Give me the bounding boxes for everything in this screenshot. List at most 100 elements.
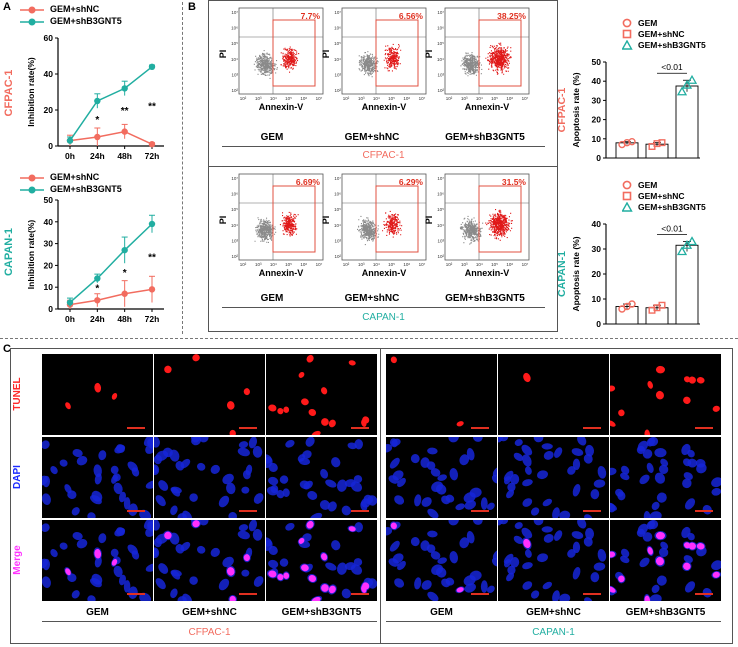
y-tick-label: 30 bbox=[592, 244, 602, 254]
group-label: GEM+shNC bbox=[344, 293, 400, 304]
cell-nuclei bbox=[266, 437, 377, 518]
tunel-positive-nucleus bbox=[644, 429, 651, 435]
significance-mark: ** bbox=[121, 106, 129, 117]
x-tick-label: 72h bbox=[145, 314, 160, 324]
legend-label: GEM bbox=[638, 180, 658, 190]
cell-nuclei bbox=[268, 354, 370, 435]
nucleus bbox=[441, 578, 451, 588]
y-tick-label: 10⁵ bbox=[231, 207, 238, 212]
y-tick-label: 10⁶ bbox=[437, 192, 444, 197]
nucleus bbox=[198, 437, 209, 443]
nucleus bbox=[222, 473, 234, 485]
gate-percent: 7.7% bbox=[301, 11, 321, 21]
tunel-positive-nucleus bbox=[283, 406, 290, 413]
nucleus bbox=[238, 441, 249, 449]
scale-bar bbox=[127, 593, 145, 595]
nucleus bbox=[577, 520, 587, 529]
cell-cluster-live bbox=[254, 217, 277, 243]
nucleus bbox=[472, 437, 483, 442]
tunel-positive-nucleus bbox=[268, 404, 277, 412]
annexin-axis-label: Annexin-V bbox=[362, 102, 407, 112]
tunel-positive-nucleus bbox=[610, 586, 616, 593]
cell-nuclei bbox=[386, 437, 497, 518]
y-tick-label: 10⁷ bbox=[231, 176, 238, 181]
y-tick-label: 40 bbox=[592, 76, 602, 86]
y-axis-label: Inhibition rate(%) bbox=[26, 220, 36, 290]
y-tick-label: 10² bbox=[437, 254, 444, 259]
nucleus bbox=[279, 558, 289, 567]
nucleus bbox=[420, 540, 430, 551]
nucleus bbox=[711, 477, 721, 488]
nucleus bbox=[410, 454, 420, 464]
nucleus bbox=[76, 456, 88, 466]
y-tick-label: 10³ bbox=[334, 238, 341, 243]
nucleus bbox=[492, 466, 497, 477]
micrograph-tunel bbox=[498, 354, 609, 435]
nucleus bbox=[464, 583, 476, 593]
nucleus bbox=[421, 580, 432, 590]
gate-box bbox=[478, 19, 522, 87]
nucleus bbox=[350, 564, 363, 575]
y-tick-label: 10⁶ bbox=[231, 26, 238, 31]
tunel-positive-nucleus bbox=[306, 520, 314, 529]
nucleus bbox=[427, 508, 439, 518]
nucleus bbox=[696, 463, 707, 474]
x-tick-label: 10⁶ bbox=[506, 96, 513, 101]
tunel-positive-nucleus bbox=[321, 584, 329, 592]
y-tick-label: 10⁷ bbox=[231, 10, 238, 15]
nucleus bbox=[123, 497, 131, 510]
y-axis-label: Apoptosis rate (%) bbox=[571, 236, 581, 311]
cell-line-label: CAPAN-1 bbox=[362, 312, 405, 323]
bar bbox=[675, 244, 699, 325]
nucleus bbox=[91, 573, 103, 585]
nucleus bbox=[648, 520, 659, 530]
nucleus bbox=[180, 458, 191, 469]
nucleus bbox=[158, 480, 169, 491]
cell-nuclei bbox=[42, 437, 153, 518]
tunel-positive-nucleus bbox=[456, 421, 464, 427]
nucleus bbox=[610, 467, 617, 476]
nucleus bbox=[642, 532, 653, 542]
scale-bar bbox=[695, 427, 713, 429]
tunel-positive-nucleus bbox=[320, 553, 328, 561]
gate-box bbox=[375, 185, 419, 253]
nucleus bbox=[702, 504, 712, 515]
nucleus bbox=[448, 437, 459, 443]
tunel-positive-nucleus bbox=[618, 575, 625, 583]
x-tick-label: 10⁵ bbox=[491, 262, 498, 267]
group-label: GEM bbox=[260, 132, 284, 143]
y-tick-label: 30 bbox=[44, 239, 54, 249]
series-line bbox=[69, 130, 153, 145]
nucleus bbox=[50, 466, 58, 475]
group-underline bbox=[42, 621, 377, 622]
tunel-positive-nucleus bbox=[243, 554, 250, 562]
data-point bbox=[681, 79, 693, 89]
legend-item-shb3gnt5: GEM+shB3GNT5 bbox=[20, 184, 122, 196]
gate-box bbox=[272, 19, 316, 87]
nucleus bbox=[279, 475, 289, 484]
nucleus bbox=[567, 466, 576, 475]
nucleus bbox=[386, 443, 393, 453]
tunel-positive-nucleus bbox=[321, 418, 329, 426]
nucleus bbox=[397, 560, 406, 571]
nucleus bbox=[597, 548, 607, 562]
nucleus bbox=[536, 553, 549, 563]
data-point bbox=[658, 301, 666, 309]
nucleus bbox=[553, 530, 563, 541]
cell-nuclei bbox=[154, 520, 264, 601]
nucleus bbox=[559, 510, 571, 518]
data-point bbox=[121, 290, 128, 297]
y-tick-label: 10⁵ bbox=[437, 41, 444, 46]
nucleus bbox=[116, 444, 125, 453]
nucleus bbox=[492, 549, 497, 560]
tunel-positive-nucleus bbox=[610, 551, 616, 558]
gate-percent: 6.56% bbox=[399, 11, 424, 21]
cell-dots-apoptotic bbox=[382, 210, 403, 238]
nucleus bbox=[639, 557, 650, 568]
y-tick-label: 10⁴ bbox=[334, 223, 341, 228]
nucleus bbox=[119, 574, 127, 586]
nucleus bbox=[276, 489, 285, 499]
